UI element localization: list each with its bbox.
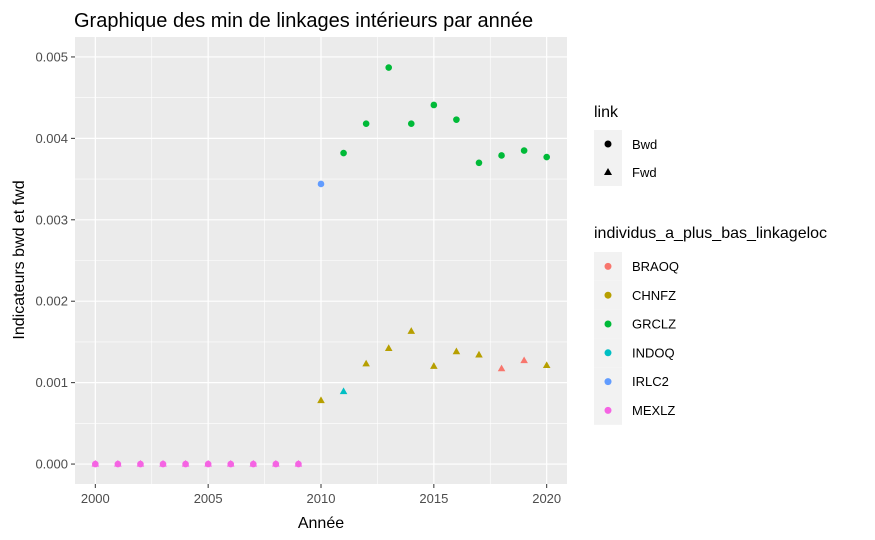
point-bwd-grclz-2019 xyxy=(520,147,528,154)
point-fwd-chnfz-2013 xyxy=(384,344,393,351)
point-fwd-chnfz-2010 xyxy=(317,396,325,404)
x-axis: 2000 2005 2010 2015 2020 xyxy=(81,484,561,506)
x-tick-label: 2015 xyxy=(419,491,448,506)
legend-label-indoq: INDOQ xyxy=(632,345,675,360)
legend-link: link Bwd Fwd xyxy=(594,104,657,186)
point-bwd-grclz-2020 xyxy=(543,153,550,161)
point-bwd-grclz-2018 xyxy=(498,152,505,159)
legend-key-grclz xyxy=(604,320,612,328)
point-fwd-chnfz-2020 xyxy=(542,361,551,369)
legend-label-grclz: GRCLZ xyxy=(632,317,676,332)
point-fwd-braoq-2019 xyxy=(520,356,528,364)
point-bwd-grclz-2012 xyxy=(362,120,370,128)
point-fwd-indoq-2011 xyxy=(339,387,348,395)
x-tick-label: 2005 xyxy=(194,491,223,506)
point-bwd-grclz-2016 xyxy=(453,116,460,123)
point-fwd-chnfz-2016 xyxy=(452,347,461,355)
legend-key-indoq xyxy=(604,349,612,357)
point-fwd-chnfz-2014 xyxy=(407,327,416,334)
legend-individus-title: individus_a_plus_bas_linkageloc xyxy=(594,225,827,242)
point-bwd-grclz-2017 xyxy=(475,159,483,167)
legend-label-chnfz: CHNFZ xyxy=(632,288,676,303)
legend-link-title: link xyxy=(594,104,619,121)
legend-individus: individus_a_plus_bas_linkageloc BRAOQ CHN… xyxy=(594,225,827,425)
point-fwd-mexlz-2000 xyxy=(91,459,100,467)
point-fwd-mexlz-2005 xyxy=(204,459,212,467)
point-bwd-grclz-2011 xyxy=(340,149,347,157)
legend-label-fwd: Fwd xyxy=(632,165,657,180)
y-tick-label: 0.000 xyxy=(35,457,68,472)
legend-label-mexlz: MEXLZ xyxy=(632,403,675,418)
legend-key-braoq xyxy=(604,262,612,270)
legend-circle-icon xyxy=(604,140,612,148)
point-fwd-chnfz-2012 xyxy=(362,359,370,367)
legend-label-irlc2: IRLC2 xyxy=(632,374,669,389)
y-tick-label: 0.001 xyxy=(35,375,68,390)
y-axis-title: Indicateurs bwd et fwd xyxy=(11,180,28,339)
point-bwd-grclz-2013 xyxy=(385,64,393,71)
y-tick-label: 0.002 xyxy=(35,294,68,309)
legend-key-irlc2 xyxy=(604,378,612,386)
x-tick-label: 2000 xyxy=(81,491,110,506)
y-tick-label: 0.004 xyxy=(35,131,68,146)
legend-key-mexlz xyxy=(604,406,612,414)
point-bwd-irlc2-2010 xyxy=(317,180,325,188)
point-fwd-chnfz-2017 xyxy=(475,350,483,358)
x-axis-title: Année xyxy=(298,515,344,532)
point-fwd-mexlz-2006 xyxy=(226,459,235,467)
x-tick-label: 2010 xyxy=(307,491,336,506)
point-fwd-mexlz-2002 xyxy=(136,459,145,467)
point-fwd-mexlz-2009 xyxy=(294,459,303,467)
point-fwd-mexlz-2003 xyxy=(159,459,167,467)
legend-key-chnfz xyxy=(604,291,612,299)
point-bwd-grclz-2014 xyxy=(407,120,415,128)
legend-label-bwd: Bwd xyxy=(632,137,657,152)
data-points xyxy=(91,64,551,468)
point-fwd-braoq-2018 xyxy=(497,364,506,372)
legend-label-braoq: BRAOQ xyxy=(632,259,679,274)
point-fwd-chnfz-2015 xyxy=(430,362,438,369)
point-bwd-grclz-2015 xyxy=(430,101,438,109)
y-tick-label: 0.003 xyxy=(35,212,68,227)
chart-title: Graphique des min de linkages intérieurs… xyxy=(74,10,533,32)
point-fwd-mexlz-2008 xyxy=(272,459,280,467)
grid-lines xyxy=(75,37,567,484)
point-fwd-mexlz-2004 xyxy=(181,459,190,467)
x-tick-label: 2020 xyxy=(532,491,561,506)
y-axis: 0.000 0.001 0.002 0.003 0.004 0.005 xyxy=(35,49,75,472)
legend-triangle-icon xyxy=(604,168,612,175)
point-fwd-mexlz-2001 xyxy=(114,459,122,467)
y-tick-label: 0.005 xyxy=(35,49,68,64)
point-fwd-mexlz-2007 xyxy=(249,459,258,467)
